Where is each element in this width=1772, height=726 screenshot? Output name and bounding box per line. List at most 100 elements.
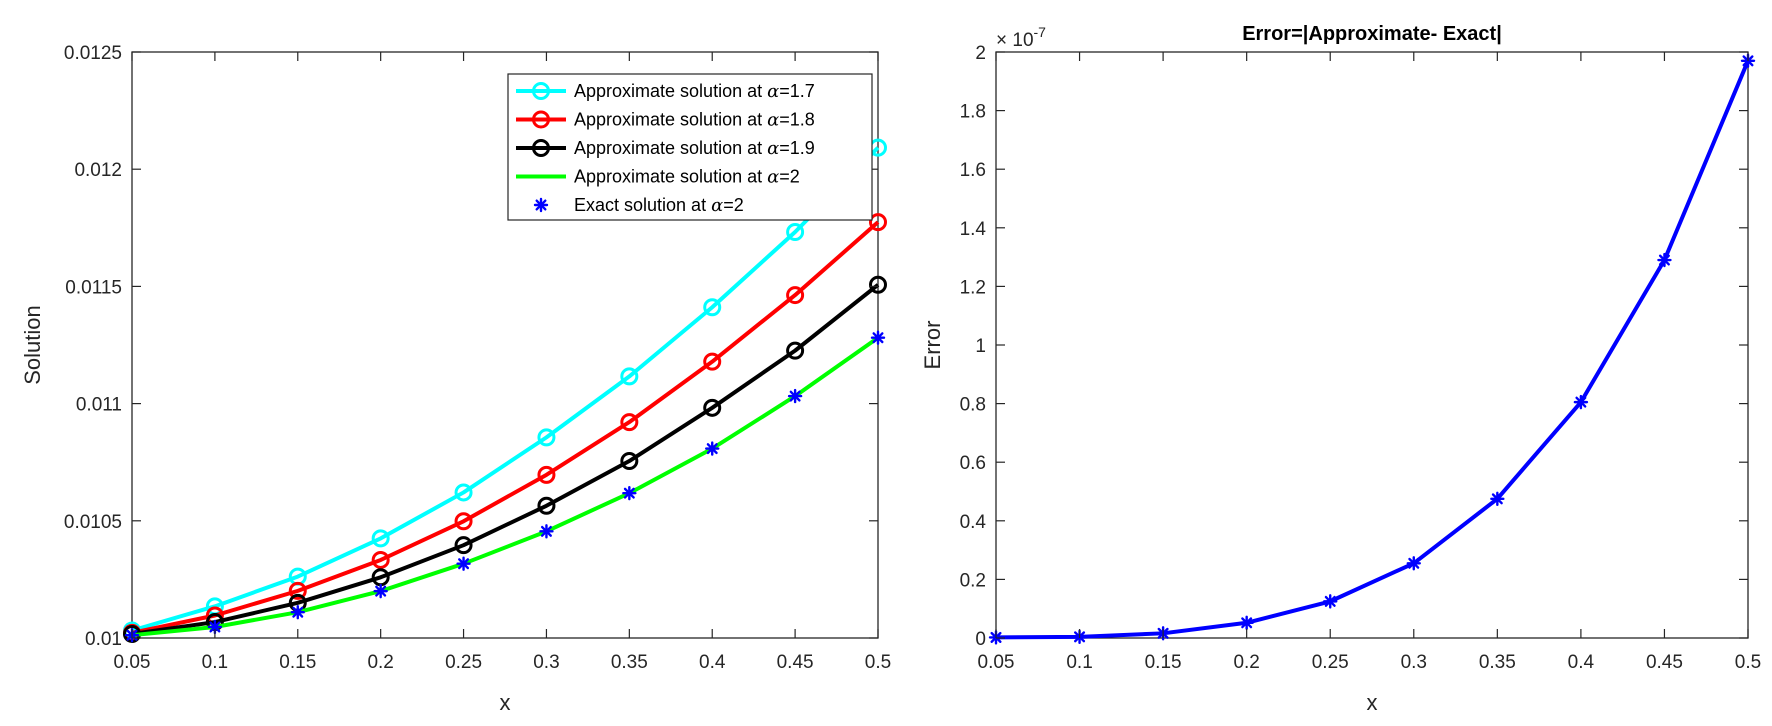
legend-entry-2: Approximate solution at α=1.9	[516, 138, 815, 159]
x-tick-label: 0.05	[114, 652, 151, 673]
y-tick-label: 0.4	[960, 512, 987, 533]
legend-label: Approximate solution at α=1.7	[574, 81, 815, 102]
series-line-0	[995, 60, 1750, 640]
x-tick-label: 0.35	[611, 652, 648, 673]
data-point	[288, 581, 307, 600]
x-tick-label: 0.2	[367, 652, 393, 673]
x-tick-label: 0.05	[978, 652, 1015, 673]
legend-label: Approximate solution at α=2	[574, 167, 800, 188]
data-point	[620, 367, 639, 386]
error-x-axis-label: x	[1367, 690, 1378, 715]
data-point	[537, 496, 556, 515]
x-tick-label: 0.35	[1479, 652, 1516, 673]
legend-swatch-marker	[532, 82, 550, 100]
x-tick-label: 0.45	[1646, 652, 1683, 673]
error-chart-title: Error=|Approximate- Exact|	[1242, 23, 1502, 45]
y-tick-label: 0.011	[76, 395, 122, 416]
legend: Approximate solution at α=1.7 Approximate…	[507, 73, 873, 221]
legend-box	[507, 73, 873, 221]
y-tick-label: 0.012	[74, 160, 122, 181]
x-tick-label: 0.3	[1401, 652, 1427, 673]
data-point	[371, 550, 390, 569]
series-line-3	[131, 336, 880, 638]
series-line-2	[131, 283, 880, 636]
data-point	[870, 330, 886, 345]
y-tick-label: 0.01	[85, 629, 122, 650]
x-tick-label: 0.3	[533, 652, 559, 673]
data-point	[539, 524, 554, 539]
data-point	[620, 452, 639, 471]
x-tick-label: 0.45	[777, 652, 814, 673]
y-tick-label: 0.8	[960, 395, 986, 416]
x-tick-label: 0.15	[1145, 652, 1182, 673]
legend-entry-4: Exact solution at α=2	[533, 195, 744, 216]
data-point	[1239, 615, 1254, 630]
data-point	[371, 529, 390, 548]
data-point	[537, 465, 556, 484]
x-tick-label: 0.15	[279, 652, 316, 673]
data-point	[705, 441, 720, 456]
error-y-axis-label: Error	[920, 321, 945, 370]
data-point	[703, 352, 722, 371]
x-tick-label: 0.1	[1066, 652, 1092, 673]
error-exponent-label: × 10-7	[996, 24, 1046, 51]
series-line-1	[131, 220, 880, 635]
data-point	[1406, 556, 1421, 571]
data-point	[456, 556, 471, 571]
y-tick-label: 1.8	[960, 102, 986, 123]
legend-entry-0: Approximate solution at α=1.7	[516, 81, 815, 102]
data-point	[537, 428, 556, 447]
y-tick-label: 0.6	[960, 453, 986, 474]
error-chart: 0 0.2 0.4 0.6 0.8 1 1.2 1.4 1.6 1.8 2 0.05 0.1 0.15 0…	[920, 23, 1761, 715]
data-point	[1323, 594, 1338, 609]
data-point	[1573, 394, 1589, 410]
solution-y-axis-label: Solution	[20, 305, 45, 385]
data-point	[869, 213, 887, 232]
legend-swatch-marker	[532, 139, 550, 157]
data-point	[1490, 491, 1505, 507]
data-point	[1657, 252, 1672, 268]
y-tick-label: 1.2	[960, 277, 986, 298]
error-plot-area	[995, 51, 1749, 639]
series-line-0	[131, 146, 880, 633]
x-tick-label: 0.4	[699, 652, 726, 673]
y-tick-label: 1.4	[960, 219, 987, 240]
x-tick-label: 0.5	[865, 652, 891, 673]
legend-label: Approximate solution at α=1.9	[574, 138, 815, 159]
y-tick-label: 0.0105	[64, 512, 122, 533]
data-point	[622, 485, 637, 501]
data-point	[454, 536, 473, 555]
data-point	[620, 413, 639, 432]
data-point	[786, 286, 805, 305]
y-tick-label: 2	[975, 43, 986, 64]
x-tick-label: 0.25	[445, 652, 482, 673]
data-point	[786, 341, 805, 360]
solution-x-axis-label: x	[500, 690, 511, 715]
data-point	[703, 298, 722, 317]
data-point	[454, 483, 473, 502]
solution-chart: 0.01 0.0105 0.011 0.0115 0.012 0.0125 0.05 0.1…	[20, 43, 891, 715]
legend-entry-3: Approximate solution at α=2	[516, 167, 800, 188]
legend-swatch-marker	[533, 197, 549, 213]
data-point	[454, 512, 473, 531]
data-point	[290, 605, 305, 620]
legend-label: Approximate solution at α=1.8	[574, 110, 815, 131]
x-tick-label: 0.1	[202, 652, 228, 673]
legend-swatch-marker	[532, 110, 550, 129]
x-tick-label: 0.25	[1312, 652, 1349, 673]
legend-entry-1: Approximate solution at α=1.8	[516, 110, 815, 131]
y-tick-label: 0.2	[960, 570, 986, 591]
data-point	[869, 275, 887, 294]
legend-label: Exact solution at α=2	[574, 195, 744, 216]
y-tick-label: 0	[975, 629, 986, 650]
x-tick-label: 0.4	[1568, 652, 1595, 673]
y-tick-label: 0.0125	[64, 43, 122, 64]
data-point	[373, 583, 388, 599]
x-tick-label: 0.5	[1735, 652, 1761, 673]
data-point	[787, 388, 803, 404]
x-tick-label: 0.2	[1233, 652, 1259, 673]
data-point	[786, 223, 805, 242]
data-point	[703, 398, 722, 417]
y-tick-label: 0.0115	[65, 277, 122, 298]
